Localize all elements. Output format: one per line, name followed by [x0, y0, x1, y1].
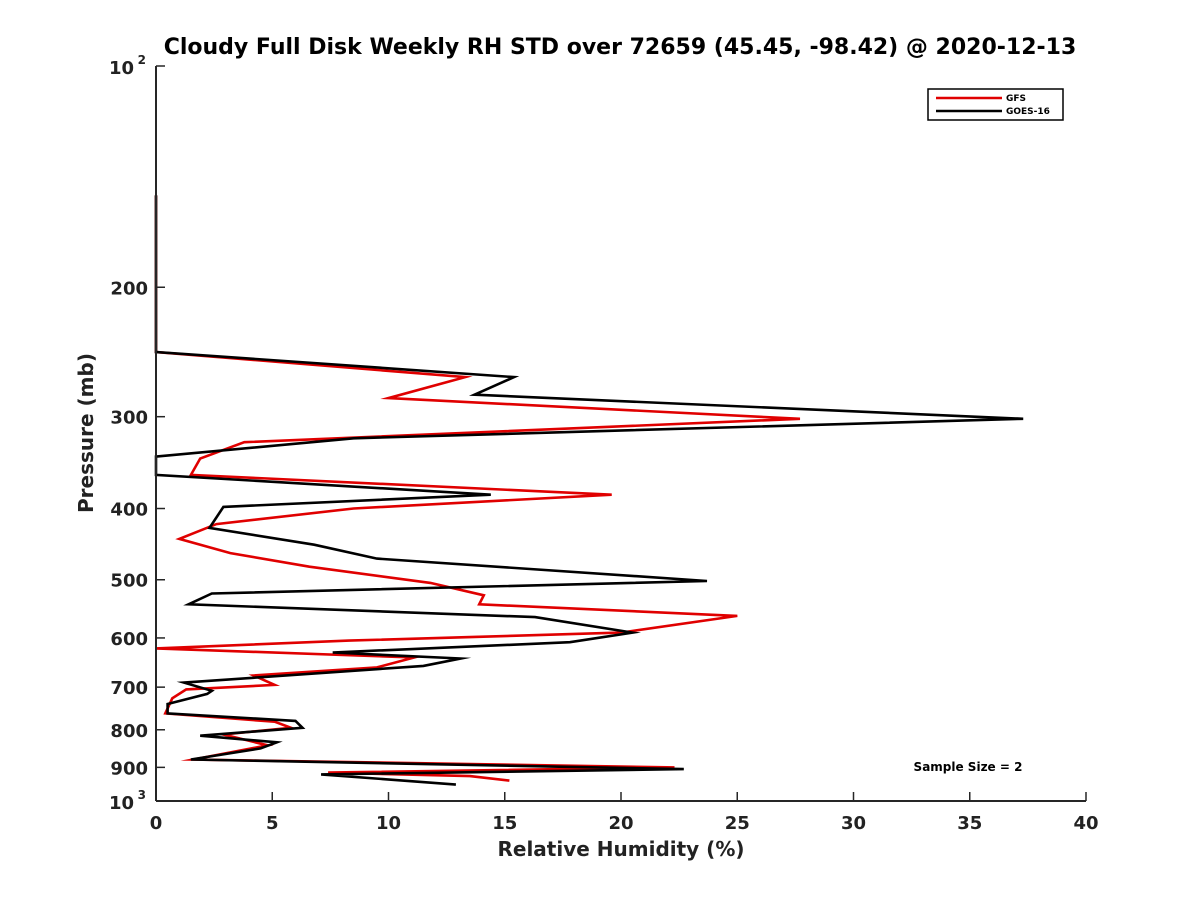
x-tick-label: 35: [957, 813, 982, 834]
y-tick-label: 600: [110, 629, 148, 650]
plot-area: [154, 195, 1024, 786]
x-tick-label: 10: [376, 813, 401, 834]
legend-box: [927, 88, 1064, 121]
y-tick-exponent: 2: [138, 53, 146, 67]
y-tick-label: 700: [110, 678, 148, 699]
x-tick-label: 25: [725, 813, 750, 834]
y-tick-label: 800: [110, 721, 148, 742]
y-tick-label: 200: [110, 278, 148, 299]
y-tick-label: 300: [110, 408, 148, 429]
y-tick-exponent: 3: [138, 788, 146, 802]
sample-size-annotation: Sample Size = 2: [914, 760, 1023, 774]
x-tick-label: 15: [492, 813, 517, 834]
y-tick-label: 10: [109, 793, 134, 814]
x-tick-label: 40: [1073, 813, 1098, 834]
legend-label-gfs: GFS: [1006, 94, 1026, 104]
x-tick-label: 30: [841, 813, 866, 834]
x-axis-ticks: 0 5 10 15 20 25 30 35 40: [150, 792, 1099, 834]
y-axis-ticks: 10 2 200 300 400 500 600 700 800 900 10 3: [109, 53, 165, 814]
series-line-goes16: [154, 195, 1024, 786]
x-tick-label: 0: [150, 813, 163, 834]
y-tick-label: 900: [110, 758, 148, 779]
y-tick-label: 10: [109, 58, 134, 79]
chart-title: Cloudy Full Disk Weekly RH STD over 7265…: [164, 35, 1077, 60]
x-tick-label: 20: [608, 813, 633, 834]
x-axis-label: Relative Humidity (%): [497, 837, 744, 861]
y-axis-label: Pressure (mb): [74, 353, 98, 513]
x-tick-label: 5: [266, 813, 279, 834]
y-tick-label: 400: [110, 500, 148, 521]
y-tick-label: 500: [110, 571, 148, 592]
legend: GFS GOES-16: [927, 88, 1064, 121]
legend-label-goes16: GOES-16: [1006, 107, 1050, 117]
